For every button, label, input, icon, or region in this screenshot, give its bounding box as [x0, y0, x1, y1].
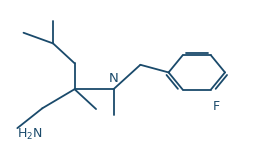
Text: F: F [213, 100, 220, 113]
Text: $\mathregular{H_2N}$: $\mathregular{H_2N}$ [17, 127, 43, 142]
Text: N: N [109, 72, 118, 85]
